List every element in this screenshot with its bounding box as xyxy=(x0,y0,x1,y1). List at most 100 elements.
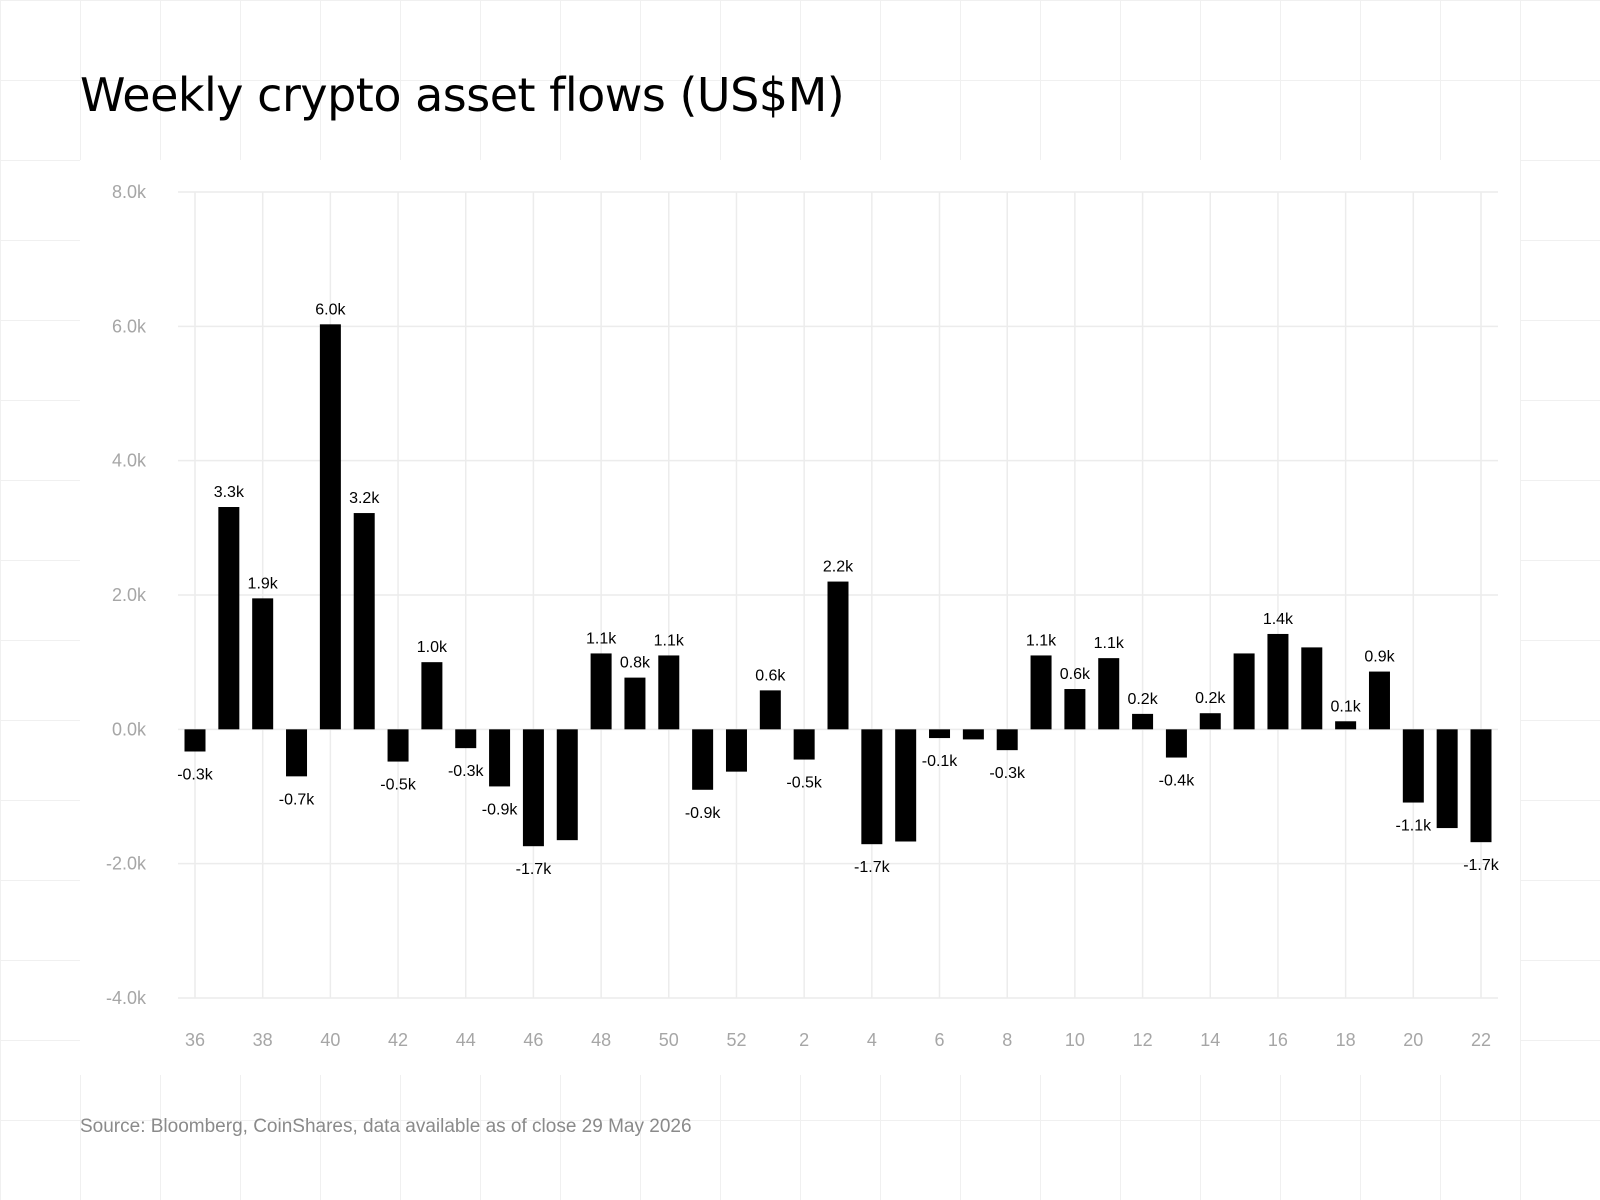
chart-panel: -0.3k 3.3k 1.9k -0.7k 6.0k 3.2k -0.5k 1.0k -0.3k… xyxy=(80,160,1520,1075)
bar-data-label: 0.9k xyxy=(1364,649,1395,666)
x-tick-label: 12 xyxy=(1133,1030,1153,1050)
x-tick-label: 18 xyxy=(1336,1030,1356,1050)
y-tick-label: -4.0k xyxy=(106,988,147,1008)
bar-data-label: 0.6k xyxy=(755,667,786,684)
bar-week-17 xyxy=(1301,647,1323,730)
bar-week-47 xyxy=(556,729,578,841)
bar-week-9 xyxy=(1030,655,1052,730)
bar-data-label: -0.9k xyxy=(482,801,519,818)
chart-title: Weekly crypto asset flows (US$M) xyxy=(80,68,845,122)
x-tick-label: 16 xyxy=(1268,1030,1288,1050)
bar-data-label: -0.3k xyxy=(448,763,485,780)
bar-data-label: 1.1k xyxy=(654,632,685,649)
bar-week-37 xyxy=(218,507,240,730)
bar-data-label: 3.2k xyxy=(349,490,380,507)
y-tick-label: 2.0k xyxy=(112,585,147,605)
y-tick-label: 8.0k xyxy=(112,182,147,202)
bar-data-label: -1.7k xyxy=(854,859,891,876)
bar-week-1 xyxy=(759,690,781,730)
x-tick-label: 2 xyxy=(799,1030,809,1050)
bar-data-label: -1.1k xyxy=(1396,818,1433,835)
bar-week-48 xyxy=(590,653,612,730)
bar-chart: -0.3k 3.3k 1.9k -0.7k 6.0k 3.2k -0.5k 1.0k -0.3k… xyxy=(106,182,1500,1050)
bar-week-18 xyxy=(1335,721,1357,730)
x-tick-label: 36 xyxy=(185,1030,205,1050)
bar-data-label: 0.8k xyxy=(620,655,651,672)
x-tick-label: 20 xyxy=(1403,1030,1423,1050)
x-tick-label: 22 xyxy=(1471,1030,1491,1050)
bar-week-15 xyxy=(1233,653,1255,730)
bar-week-6 xyxy=(929,729,951,739)
bar-week-36 xyxy=(184,729,206,752)
bar-week-5 xyxy=(895,729,917,842)
bar-week-44 xyxy=(455,729,477,749)
gridlines xyxy=(178,191,1498,999)
x-tick-label: 10 xyxy=(1065,1030,1085,1050)
bar-data-label: 0.1k xyxy=(1331,698,1362,715)
y-tick-label: 0.0k xyxy=(112,719,147,739)
source-note: Source: Bloomberg, CoinShares, data avai… xyxy=(80,1116,692,1137)
bar-week-51 xyxy=(692,729,714,790)
bar-data-label: 2.2k xyxy=(823,559,854,576)
bar-week-3 xyxy=(827,581,849,730)
bar-data-label: -1.7k xyxy=(1463,857,1500,874)
bar-week-20 xyxy=(1402,729,1424,803)
x-tick-label: 8 xyxy=(1002,1030,1012,1050)
bar-data-label: 3.3k xyxy=(214,484,245,501)
bar-data-label: -0.5k xyxy=(786,775,823,792)
bar-week-12 xyxy=(1132,713,1154,730)
bar-data-label: -0.9k xyxy=(685,805,722,822)
bar-week-50 xyxy=(658,655,680,730)
bar-week-8 xyxy=(996,729,1018,751)
x-tick-label: 38 xyxy=(253,1030,273,1050)
bar-data-label: 0.2k xyxy=(1127,691,1158,708)
bar-data-label: 1.0k xyxy=(417,639,448,656)
bar-data-label: 1.1k xyxy=(1026,632,1057,649)
bar-week-14 xyxy=(1199,713,1221,730)
bar-data-label: 1.1k xyxy=(586,630,617,647)
bar-week-42 xyxy=(387,729,409,762)
bar-data-label: -0.3k xyxy=(177,766,214,783)
x-tick-label: 46 xyxy=(523,1030,543,1050)
x-tick-label: 4 xyxy=(867,1030,877,1050)
bar-data-label: 0.6k xyxy=(1060,666,1091,683)
y-tick-label: 4.0k xyxy=(112,451,147,471)
bar-data-label: -0.5k xyxy=(380,777,417,794)
x-tick-label: 50 xyxy=(659,1030,679,1050)
bar-data-label: -0.1k xyxy=(922,753,959,770)
bar-week-40 xyxy=(319,324,341,730)
bar-week-38 xyxy=(252,598,274,730)
bar-week-7 xyxy=(962,729,984,740)
bar-week-21 xyxy=(1436,729,1458,829)
bars xyxy=(184,324,1492,847)
bar-data-label: -0.4k xyxy=(1159,773,1196,790)
x-tick-label: 6 xyxy=(935,1030,945,1050)
bar-week-10 xyxy=(1064,689,1086,730)
bar-week-2 xyxy=(793,729,815,760)
bar-data-label: -1.7k xyxy=(516,861,553,878)
bar-week-45 xyxy=(489,729,511,787)
bar-data-label: 0.2k xyxy=(1195,690,1226,707)
x-tick-label: 40 xyxy=(320,1030,340,1050)
bar-week-49 xyxy=(624,677,646,730)
bar-week-4 xyxy=(861,729,883,845)
bar-week-13 xyxy=(1165,729,1187,758)
y-tick-label: 6.0k xyxy=(112,316,147,336)
data-labels: -0.3k 3.3k 1.9k -0.7k 6.0k 3.2k -0.5k 1.0k -0.3k… xyxy=(177,301,1500,878)
bar-week-11 xyxy=(1098,658,1120,730)
bar-week-52 xyxy=(725,729,747,772)
x-tick-label: 42 xyxy=(388,1030,408,1050)
bar-data-label: -0.3k xyxy=(989,765,1026,782)
bar-week-43 xyxy=(421,662,443,730)
x-tick-label: 48 xyxy=(591,1030,611,1050)
x-tick-label: 14 xyxy=(1200,1030,1220,1050)
bar-data-label: 1.4k xyxy=(1263,611,1294,628)
bar-week-19 xyxy=(1368,671,1390,730)
bar-week-46 xyxy=(522,729,544,847)
bar-week-16 xyxy=(1267,633,1289,730)
bar-data-label: 1.1k xyxy=(1094,635,1125,652)
x-tick-label: 44 xyxy=(456,1030,476,1050)
bar-week-39 xyxy=(286,729,308,777)
bar-data-label: 1.9k xyxy=(248,575,279,592)
